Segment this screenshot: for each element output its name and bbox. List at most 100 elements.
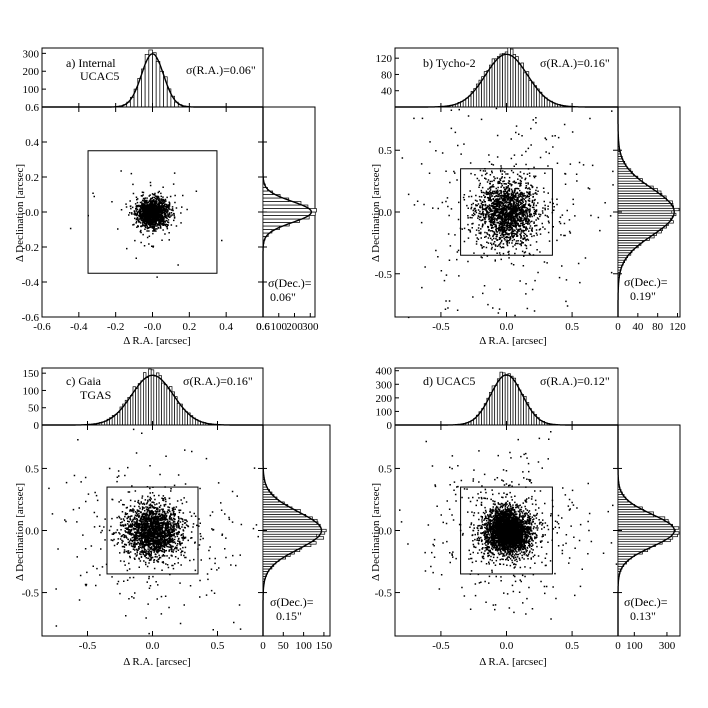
scatter-b-selection-box (460, 168, 553, 256)
scatter-b-xtick-label: 0.0 (500, 321, 514, 333)
hist-dec-d-bar (617, 526, 680, 530)
scatter-a-ytick-label: 0.4 (25, 137, 39, 149)
hist-dec-b-bar (617, 247, 635, 251)
hist-dec-b-bar (617, 242, 642, 246)
scatter-c-selection-box (106, 486, 199, 575)
panel-b-sigma-dec-value: 0.19" (630, 289, 656, 303)
hist-ra-b-bar (523, 72, 527, 108)
hist-dec-d-bar (617, 518, 669, 523)
panel-b-label-1: b) Tycho-2 (423, 56, 476, 70)
scatter-b: -0.5 0.0 0.5 -0.5 0.0 0.5 (375, 106, 619, 333)
hist-ra-c-bar (143, 372, 147, 426)
hist-dec-c-bar (262, 528, 327, 533)
hist-ra-d-bar (507, 373, 511, 426)
scatter-d-ytick-label: 0.5 (378, 463, 392, 475)
scatter-a-points (69, 170, 223, 278)
hist-ra-b-bar (496, 56, 501, 108)
hist-ra-c-bar (135, 388, 139, 426)
scatter-b-xtick-label: 0.5 (565, 321, 579, 333)
hist-ra-a-bar (152, 52, 157, 108)
hist-ra-d-tick-label: 100 (376, 406, 393, 418)
panel-a-label-2: UCAC5 (80, 69, 119, 83)
hist-ra-d-bar (510, 375, 514, 426)
hist-ra-c-tick-label: 100 (23, 385, 40, 397)
scatter-c: -0.5 0.0 0.5 -0.5 0.0 0.5 (22, 424, 264, 652)
panel-a-sigma-ra: σ(R.A.)=0.06" (186, 63, 256, 77)
hist-ra-a-tick-label: 300 (23, 48, 40, 60)
hist-dec-c-bar (262, 526, 322, 530)
hist-dec-c-bar (262, 538, 315, 543)
hist-dec-d-bar (617, 504, 636, 508)
scatter-d-ytick-label: -0.5 (375, 588, 393, 600)
panel-c-sigma-dec-value: 0.15" (276, 609, 302, 623)
hist-dec-c-bar (262, 521, 319, 525)
hist-ra-a-tick-label: 100 (23, 84, 40, 96)
hist-ra-b-bar (499, 53, 503, 108)
hist-dec-b-bar (617, 210, 673, 214)
hist-dec-d-bar (617, 536, 674, 540)
hist-ra-b-bar (504, 51, 509, 108)
panel-c-sigma-dec: σ(Dec.)= (270, 595, 314, 609)
panel-d-ylabel: Δ Declination [arcsec] (370, 483, 382, 581)
hist-dec-c-bar (262, 518, 318, 523)
scatter-a-xtick-label: -0.4 (70, 321, 88, 333)
panel-a-xlabel: Δ R.A. [arcsec] (123, 335, 191, 347)
hist-ra-b-bar (465, 97, 469, 108)
hist-dec-c-bar (262, 511, 301, 515)
hist-dec-c-tick-label: 50 (278, 640, 290, 652)
hist-ra-c-bar (117, 412, 121, 426)
hist-dec-b-bar (617, 205, 675, 209)
panel-b-xlabel: Δ R.A. [arcsec] (479, 335, 547, 347)
hist-dec-d-bar (617, 543, 656, 547)
hist-ra-b-tick-label: 80 (381, 69, 393, 81)
hist-dec-b-tick-label: 80 (652, 321, 664, 333)
hist-ra-b-bar (486, 70, 490, 108)
hist-dec-c-fit-curve (262, 425, 323, 636)
hist-ra-b-tick-label: 40 (381, 86, 393, 98)
panel-b-sigma-ra: σ(R.A.)=0.16" (540, 56, 610, 70)
hist-ra-c-bar (176, 402, 181, 426)
hist-dec-d-bar (617, 523, 673, 528)
scatter-a-ytick-label: 0.2 (25, 172, 39, 184)
scatter-a-selection-box (87, 150, 218, 274)
hist-dec-d-bar (617, 501, 632, 505)
hist-ra-c-tick-label: 50 (28, 403, 40, 415)
hist-dec-b-tick-label: 40 (632, 321, 644, 333)
hist-ra-a-bar (148, 49, 153, 108)
hist-ra-d-tick-label: 300 (376, 379, 393, 391)
hist-dec-c-bar (262, 531, 326, 535)
hist-dec-d-bar (617, 541, 663, 545)
hist-ra-b-bar (468, 95, 472, 108)
hist-dec-b-bar (617, 222, 669, 226)
panel-a-ylabel: Δ Declination [arcsec] (14, 164, 26, 262)
hist-ra-c-bar (148, 368, 152, 426)
panel-d-xlabel: Δ R.A. [arcsec] (479, 656, 547, 668)
scatter-d-xtick-label: 0.0 (500, 640, 514, 652)
hist-dec-b-bar (617, 217, 671, 221)
panel-c-label-2: TGAS (80, 388, 111, 402)
hist-ra-b-bar (494, 58, 498, 108)
scatter-d-ytick-label: 0.0 (378, 526, 392, 538)
scatter-d: -0.5 0.0 0.5 -0.5 0.0 0.5 (375, 424, 619, 652)
hist-dec-a-bar (262, 204, 309, 209)
hist-ra-d-tick-label: 0 (387, 420, 393, 432)
hist-dec-c-tick-label: 150 (316, 640, 333, 652)
hist-dec-d-bar (617, 553, 635, 557)
hist-dec-b-zero-label: 0 (615, 321, 621, 333)
hist-ra-a: 100 200 300 (23, 47, 264, 108)
hist-dec-b-bar (617, 227, 664, 231)
hist-dec-a: 0.6 100 200 300 (256, 106, 319, 333)
hist-ra-d-bar (499, 371, 503, 426)
hist-dec-b-bar (617, 190, 662, 194)
hist-dec-c-bar (262, 499, 279, 503)
hist-dec-b-bar (617, 193, 663, 197)
hist-ra-b: 40 80 120 (376, 47, 619, 108)
hist-dec-b-bar (617, 195, 667, 199)
panel-a-label-1: a) Internal (66, 56, 116, 70)
hist-ra-c-bar (140, 380, 144, 426)
hist-dec-b-bar (617, 232, 657, 236)
hist-dec-b-bar (617, 175, 639, 179)
scatter-d-selection-box (460, 486, 553, 575)
scatter-c-ytick-label: 0.0 (25, 526, 39, 538)
